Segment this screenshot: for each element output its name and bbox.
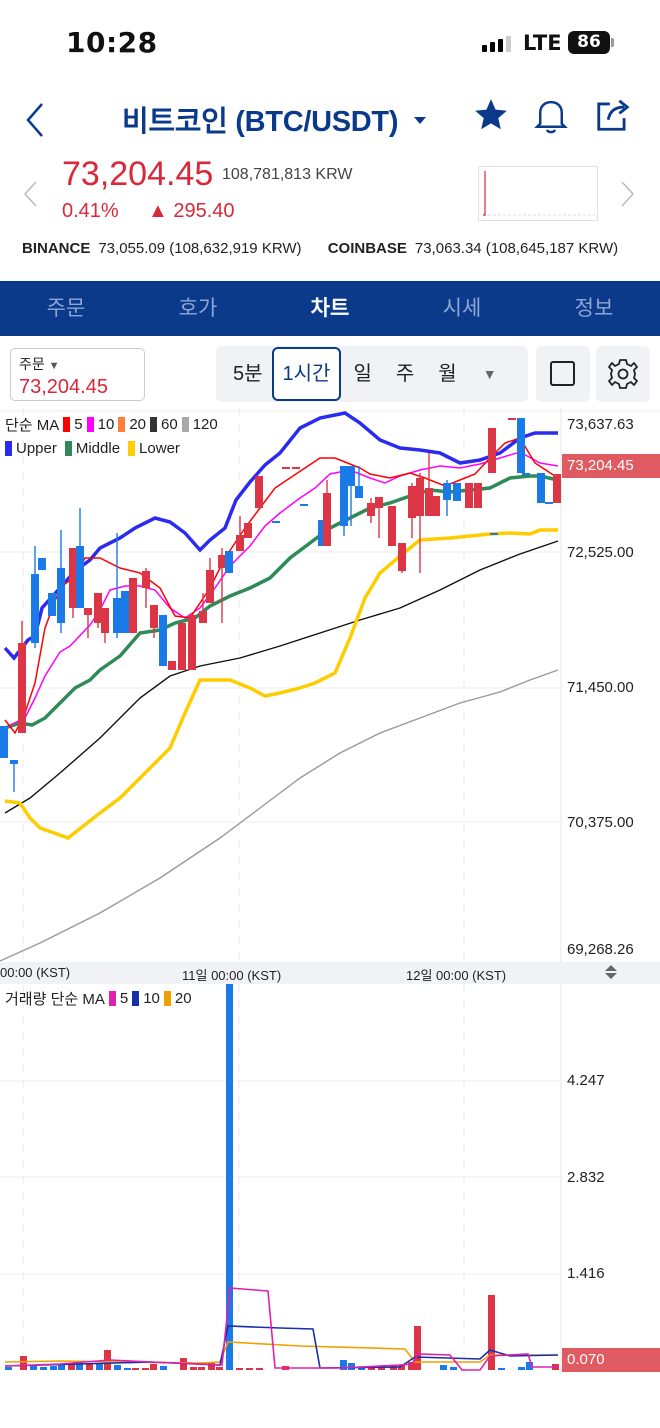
- period-5min[interactable]: 5분: [233, 363, 263, 385]
- price-krw: 108,781,813 KRW: [222, 166, 353, 183]
- vma5-swatch: [108, 991, 116, 1006]
- caret-down-icon[interactable]: [413, 112, 427, 130]
- status-bar: 10:28 LTE 86: [0, 0, 660, 88]
- volume-legend-title: 거래량 단순 MA: [5, 991, 105, 1008]
- volume-y-label: 4.247: [567, 1072, 605, 1089]
- ma60-label: 60: [161, 416, 178, 433]
- change-percent: 0.41%: [62, 200, 119, 222]
- square-icon: [550, 361, 575, 386]
- order-dropdown[interactable]: 주문 ▼ 73,204.45: [10, 348, 145, 401]
- order-price: 73,204.45: [19, 376, 108, 398]
- period-day[interactable]: 일: [353, 363, 372, 385]
- exchange-prices: BINANCE 73,055.09 (108,632,919 KRW) COINB…: [22, 240, 618, 257]
- network-label: LTE: [523, 31, 562, 55]
- vma20-swatch: [163, 991, 171, 1006]
- chart-toolbar: 주문 ▼ 73,204.45 5분 1시간 일 주 월 ▼: [0, 346, 660, 402]
- ma5-swatch: [63, 417, 71, 432]
- volume-y-label: 1.416: [567, 1265, 605, 1282]
- ma10-label: 10: [97, 416, 115, 433]
- bell-icon[interactable]: [532, 96, 570, 141]
- volume-legend: 거래량 단순 MA 5 10 20: [5, 988, 192, 1009]
- ma120-swatch: [181, 417, 189, 432]
- volume-current-tag: 0.070: [562, 1348, 660, 1372]
- fullscreen-button[interactable]: [536, 346, 590, 402]
- volume-y-label: 2.832: [567, 1169, 605, 1186]
- period-selector: 5분 1시간 일 주 월 ▼: [216, 346, 528, 402]
- page-title[interactable]: 비트코인 (BTC/USDT): [122, 106, 399, 138]
- period-more-icon[interactable]: ▼: [482, 366, 497, 382]
- battery-icon: 86: [568, 31, 610, 54]
- bb-legend: Upper Middle Lower: [5, 440, 180, 457]
- next-coin-icon[interactable]: [620, 180, 636, 213]
- tab-bar: 주문 호가 차트 시세 정보: [0, 281, 660, 336]
- back-icon[interactable]: [22, 100, 46, 145]
- change-amount: ▲ 295.40: [148, 200, 235, 222]
- resize-handle-icon[interactable]: [603, 964, 619, 983]
- middle-swatch: [64, 441, 72, 456]
- volume-chart[interactable]: 거래량 단순 MA 5 10 20 4.247 2.832 1.416 0.07…: [0, 984, 660, 1374]
- price-chart-canvas: [0, 408, 660, 968]
- tab-orderbook[interactable]: 호가: [178, 297, 218, 320]
- exchange-name: BINANCE: [22, 240, 91, 257]
- vma10-swatch: [132, 991, 140, 1006]
- vma10-label: 10: [143, 990, 160, 1007]
- y-axis-label: 69,268.26: [567, 941, 634, 958]
- lower-swatch: [128, 441, 136, 456]
- current-price: 73,204.45: [62, 155, 214, 193]
- x-axis-label: 00:00 (KST): [0, 965, 71, 980]
- x-axis-label: 11일 00:00 (KST): [182, 968, 282, 983]
- upper-swatch: [5, 441, 12, 456]
- exchange-name: COINBASE: [327, 240, 407, 257]
- y-axis-label: 71,450.00: [567, 679, 634, 696]
- price-chart[interactable]: 단순 MA 5 10 20 60 120 Upper Middle Lower …: [0, 408, 660, 968]
- status-time: 10:28: [66, 26, 158, 59]
- ma60-swatch: [150, 417, 157, 432]
- period-week[interactable]: 주: [395, 363, 415, 385]
- period-1hour[interactable]: 1시간: [271, 347, 342, 401]
- ma20-swatch: [118, 417, 126, 432]
- ma20-label: 20: [129, 416, 146, 433]
- prev-coin-icon[interactable]: [22, 180, 38, 213]
- x-axis-label: 12일 00:00 (KST): [406, 968, 507, 983]
- tab-chart[interactable]: 차트: [310, 297, 350, 320]
- mini-chart[interactable]: [478, 166, 598, 221]
- order-label: 주문: [19, 356, 45, 372]
- ma-legend: 단순 MA 5 10 20 60 120: [5, 414, 218, 435]
- caret-down-icon: ▼: [48, 360, 60, 372]
- tab-order[interactable]: 주문: [46, 297, 86, 320]
- upper-label: Upper: [16, 440, 57, 457]
- gear-icon: [608, 359, 638, 389]
- ma120-label: 120: [192, 416, 218, 433]
- ma10-swatch: [86, 417, 94, 432]
- y-axis-label: 73,637.63: [567, 416, 634, 433]
- star-icon[interactable]: [472, 96, 510, 139]
- tab-market[interactable]: 시세: [442, 297, 482, 320]
- lower-label: Lower: [139, 440, 180, 457]
- battery-tip: [611, 38, 614, 47]
- volume-chart-canvas: [0, 984, 562, 1374]
- tab-info[interactable]: 정보: [574, 297, 614, 320]
- ma-legend-title: 단순 MA: [5, 417, 60, 434]
- period-month[interactable]: 월: [438, 363, 457, 385]
- settings-button[interactable]: [596, 346, 650, 402]
- signal-icon: [482, 36, 511, 52]
- time-axis[interactable]: 00:00 (KST) 11일 00:00 (KST) 12일 00:00 (K…: [0, 962, 660, 984]
- y-axis-label: 70,375.00: [567, 814, 634, 831]
- ma5-label: 5: [74, 416, 83, 433]
- vma20-label: 20: [174, 990, 192, 1007]
- exchange-value: 73,063.34 (108,645,187 KRW): [414, 240, 619, 257]
- current-price-tag: 73,204.45: [562, 454, 660, 478]
- middle-label: Middle: [75, 440, 121, 457]
- exchange-value: 73,055.09 (108,632,919 KRW): [98, 240, 302, 257]
- y-axis-label: 72,525.00: [567, 544, 634, 561]
- nav-bar: 비트코인 (BTC/USDT): [0, 92, 660, 144]
- vma5-label: 5: [119, 990, 129, 1007]
- price-summary: 73,204.45 108,781,813 KRW 0.41% ▲ 295.40: [0, 150, 660, 240]
- share-icon[interactable]: [594, 96, 632, 139]
